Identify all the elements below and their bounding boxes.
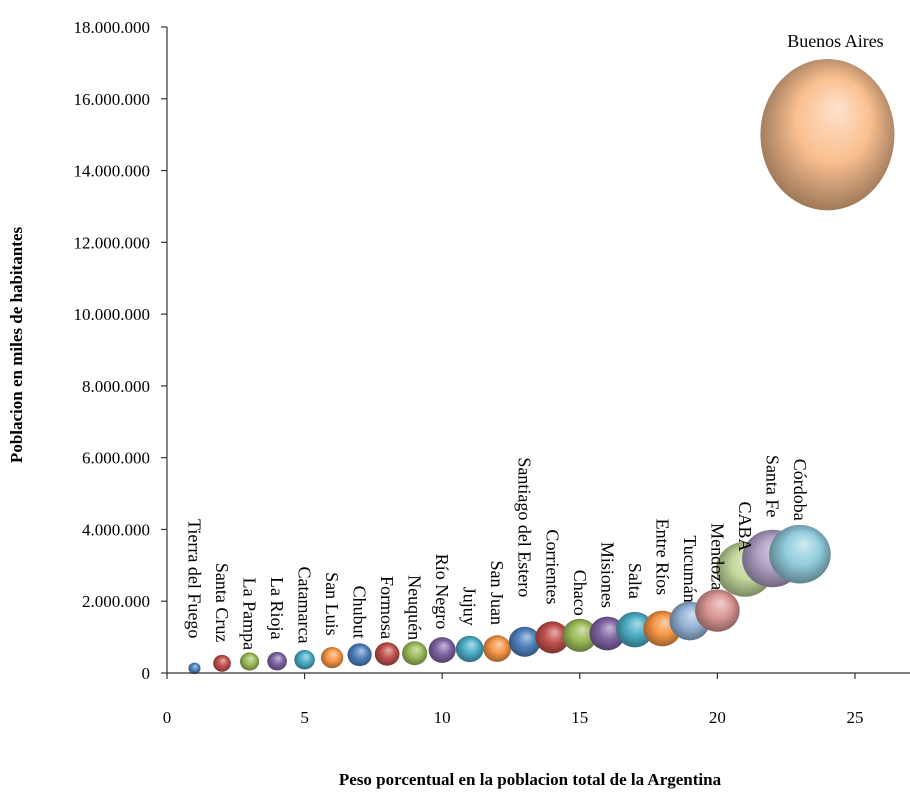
y-tick-label: 10.000.000 [74, 305, 151, 324]
y-axis-title: Poblacion en miles de habitantes [7, 227, 26, 464]
bubble-catamarca [294, 649, 315, 670]
point-label-salta: Salta [625, 563, 645, 599]
bubble-san-juan [483, 635, 512, 662]
bubble-san-luis [320, 646, 344, 669]
point-label-rio-negro: Río Negro [432, 554, 452, 630]
bubbles-layer [188, 58, 895, 675]
x-tick-label: 5 [300, 708, 309, 727]
y-tick-label: 0 [142, 664, 151, 683]
bubble-cordoba [769, 524, 831, 584]
y-tick-label: 2.000.000 [82, 592, 150, 611]
point-label-formosa: Formosa [377, 576, 397, 639]
y-tick-label: 18.000.000 [74, 18, 151, 37]
bubble-la-rioja [267, 651, 287, 671]
point-label-santa-cruz: Santa Cruz [212, 563, 232, 642]
point-label-corrientes: Corrientes [542, 529, 562, 604]
point-label-mendoza: Mendoza [707, 523, 727, 590]
point-label-catamarca: Catamarca [295, 567, 315, 644]
bubble-rio-negro [428, 637, 456, 663]
bubble-neuquen [402, 641, 428, 666]
bubble-corrientes [535, 621, 570, 654]
x-tick-label: 10 [434, 708, 451, 727]
y-tick-label: 4.000.000 [82, 520, 150, 539]
point-label-san-juan: San Juan [487, 561, 507, 626]
point-label-santa-fe: Santa Fe [762, 455, 782, 518]
bubble-buenos-aires [760, 58, 895, 211]
point-labels-layer: Tierra del Fuego Santa Cruz La Pampa La Rio… [185, 31, 884, 650]
y-tick-label: 12.000.000 [74, 233, 151, 252]
bubble-santiago-del-estero [508, 626, 541, 657]
x-axis-ticks: 0 5 10 15 20 25 [163, 673, 863, 727]
x-tick-label: 25 [846, 708, 863, 727]
bubble-chubut [347, 643, 372, 667]
point-label-la-pampa: La Pampa [240, 578, 260, 650]
point-label-entre-rios: Entre Ríos [652, 519, 672, 596]
x-tick-label: 15 [571, 708, 588, 727]
bubble-tierra-del-fuego [188, 662, 201, 675]
bubble-salta [616, 611, 654, 648]
x-tick-label: 0 [163, 708, 172, 727]
point-label-neuquen: Neuquén [405, 575, 425, 640]
point-label-misiones: Misiones [597, 542, 617, 608]
y-tick-label: 14.000.000 [74, 162, 151, 181]
point-label-caba: CABA [735, 502, 755, 552]
point-label-jujuy: Jujuy [460, 587, 480, 626]
bubble-santa-cruz [213, 654, 231, 672]
y-tick-label: 8.000.000 [82, 377, 150, 396]
point-label-buenos-aires: Buenos Aires [787, 31, 884, 51]
point-label-la-rioja: La Rioja [267, 577, 287, 639]
point-label-chaco: Chaco [570, 570, 590, 616]
bubble-misiones [589, 616, 626, 651]
bubble-mendoza [695, 589, 740, 632]
point-label-tierra-del-fuego: Tierra del Fuego [185, 519, 205, 638]
x-tick-label: 20 [709, 708, 726, 727]
x-axis-title: Peso porcentual en la poblacion total de… [339, 770, 722, 789]
bubble-la-pampa [239, 652, 260, 671]
y-axis-ticks: 0 2.000.000 4.000.000 6.000.000 8.000.000 10.… [74, 18, 167, 683]
point-label-tucuman: Tucumán [680, 535, 700, 602]
bubble-formosa [374, 642, 400, 666]
y-tick-label: 6.000.000 [82, 449, 150, 468]
point-label-san-luis: San Luis [322, 572, 342, 636]
point-label-cordoba: Córdoba [790, 459, 810, 521]
bubble-chaco [562, 618, 598, 652]
point-label-santiago-del-estero: Santiago del Estero [515, 457, 535, 597]
point-label-chubut: Chubut [350, 586, 370, 639]
bubble-jujuy [455, 635, 484, 663]
y-tick-label: 16.000.000 [74, 90, 151, 109]
